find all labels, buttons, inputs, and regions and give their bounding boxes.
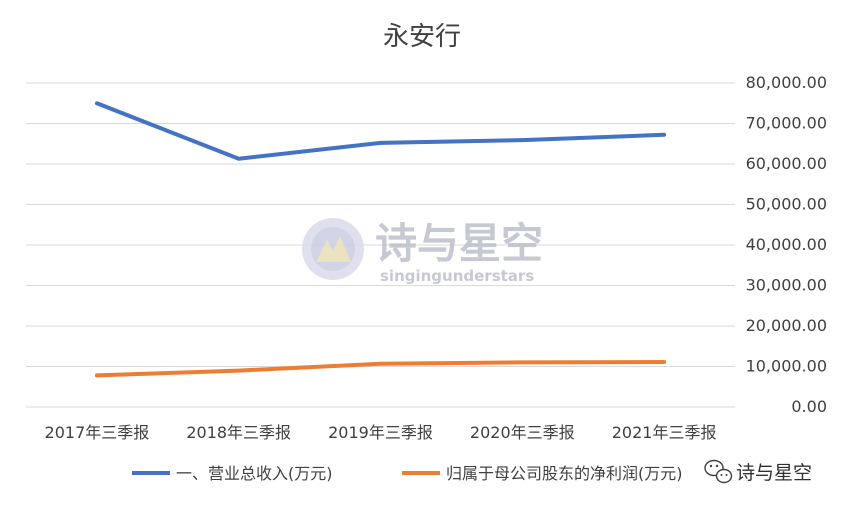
y-tick-label: 50,000.00	[746, 195, 827, 214]
y-tick-label: 40,000.00	[746, 235, 827, 254]
y-tick-label: 30,000.00	[746, 276, 827, 295]
y-tick-label: 20,000.00	[746, 316, 827, 335]
watermark-subtitle: singingunderstars	[380, 267, 534, 285]
gridlines	[26, 82, 735, 408]
x-tick-label: 2017年三季报	[45, 423, 150, 442]
wechat-icon	[704, 459, 733, 484]
y-axis-ticks: 0.00 10,000.00 20,000.00 30,000.00 40,000.00…	[746, 73, 827, 416]
sun-logo-icon	[302, 218, 364, 280]
x-tick-label: 2018年三季报	[186, 423, 291, 442]
series-line-revenue	[94, 101, 667, 161]
legend-label-revenue: 一、营业总收入(万元)	[176, 464, 333, 483]
watermark: 诗与星空 singingunderstars	[302, 218, 543, 285]
x-axis-ticks: 2017年三季报 2018年三季报 2019年三季报 2020年三季报 2021年三季报	[45, 423, 717, 442]
corner-badge: 诗与星空	[698, 455, 824, 487]
legend-label-net-profit: 归属于母公司股东的净利润(万元)	[446, 464, 683, 483]
x-tick-label: 2019年三季报	[328, 423, 433, 442]
corner-badge-text: 诗与星空	[736, 462, 812, 484]
chart-title: 永安行	[383, 22, 461, 52]
series-line-net-profit	[94, 360, 667, 378]
y-tick-label: 10,000.00	[746, 357, 827, 376]
series-lines	[94, 101, 667, 378]
y-tick-label: 60,000.00	[746, 154, 827, 173]
x-tick-label: 2020年三季报	[470, 423, 575, 442]
legend: 一、营业总收入(万元) 归属于母公司股东的净利润(万元)	[132, 464, 683, 483]
y-tick-label: 80,000.00	[746, 73, 827, 92]
y-tick-label: 0.00	[791, 397, 827, 416]
y-tick-label: 70,000.00	[746, 114, 827, 133]
x-tick-label: 2021年三季报	[612, 423, 717, 442]
watermark-title: 诗与星空	[375, 219, 543, 268]
